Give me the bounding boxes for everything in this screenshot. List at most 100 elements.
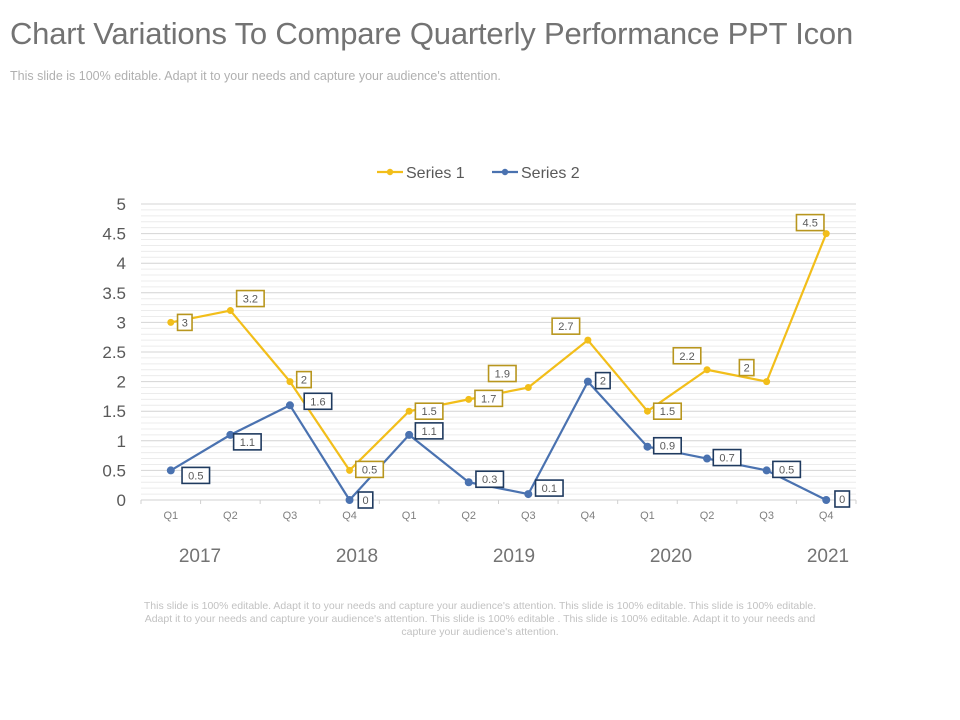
data-label-text: 2 [744,363,750,375]
series-1-point [703,366,711,374]
series-2-point [285,401,294,410]
data-label-text: 1.6 [310,396,325,408]
data-label-text: 1.9 [495,369,510,381]
data-label-text: 0.5 [188,470,203,482]
series-2-data-label: 0.5 [181,466,211,485]
series-2-point [822,496,831,504]
series-1-point [465,395,473,403]
series-1-data-label: 1.5 [414,402,444,421]
data-label-text: 1.5 [660,406,675,418]
data-label-box [487,364,517,383]
data-label-box [414,422,444,440]
series-1-point [346,466,354,474]
series-2-data-label: 1.1 [232,433,262,451]
data-label-box [181,466,211,485]
legend-marker [501,168,509,176]
series-1-data-label: 1.7 [474,389,504,408]
year-label: 2017 [179,546,221,567]
data-label-text: 0.3 [482,474,497,486]
x-tick-label: Q2 [461,510,476,522]
y-tick-label: 0.5 [102,461,126,480]
data-label-box [594,371,611,390]
data-label-box [295,370,313,389]
legend-label: Series 1 [406,165,465,182]
x-tick-label: Q1 [402,510,417,522]
y-axis: 0 0.5 1 1.5 2 2.5 3 3.5 4 4.5 5 [102,195,126,510]
data-label-box [738,358,755,377]
series-1-point [524,384,532,392]
series-2-data-label: 0.1 [534,479,564,497]
series-2-data-label: 0.3 [475,470,505,489]
y-tick-label: 3 [117,313,126,332]
y-tick-label: 5 [117,195,126,214]
series-1-point [584,336,592,344]
series-2-data-label: 1.6 [303,392,333,411]
data-label-text: 0.9 [660,441,675,453]
data-label-box [712,448,742,467]
series-2-point [166,466,175,475]
page-title: Chart Variations To Compare Quarterly Pe… [10,16,853,51]
y-tick-label: 2.5 [102,343,126,362]
y-tick-label: 0 [117,491,126,510]
data-label-text: 1.5 [421,406,436,418]
data-label-box [176,313,193,332]
series-2-point [703,454,712,463]
data-label-box [357,491,374,509]
y-tick-label: 3.5 [102,284,126,303]
data-label-box [475,470,505,489]
x-tick-label: Q3 [521,510,536,522]
legend-marker [386,168,394,176]
series-1-data-label: 3.2 [235,289,265,308]
data-label-text: 1.1 [421,426,436,438]
y-tick-label: 1 [117,432,126,451]
series-1-data-label: 1.5 [652,402,683,421]
series-2-point [583,377,592,386]
data-label-text: 2 [600,376,606,388]
series-1-point [643,407,651,415]
series-2-data-label: 2 [594,371,611,390]
data-label-box [303,392,333,411]
data-label-text: 0.5 [362,464,377,476]
y-tick-label: 4.5 [102,225,126,244]
data-label-box [474,389,504,408]
data-label-box [354,460,385,479]
legend-item-series-2: Series 2 [492,165,580,182]
year-label: 2018 [336,546,378,567]
series-2-point [226,430,235,439]
series-1-data-label: 2.2 [672,346,702,365]
data-label-text: 0.1 [542,483,557,495]
series-2-point [345,496,354,504]
series-2-point [643,442,652,451]
footer-text: This slide is 100% editable. Adapt it to… [143,600,817,638]
series-1-data-label: 2.7 [551,317,581,335]
legend-item-series-1: Series 1 [377,165,465,182]
page-subtitle: This slide is 100% editable. Adapt it to… [10,69,501,83]
data-label-text: 3.2 [243,294,258,306]
x-tick-label: Q2 [700,510,715,522]
data-label-box [235,289,265,308]
series-2-data-label: 0 [834,490,851,508]
data-label-text: 3 [182,317,188,329]
data-label-box [414,402,444,421]
data-label-box [795,213,825,232]
series-1-data-label: 0.5 [354,460,385,479]
series-1-data-label: 1.9 [487,364,517,383]
series-2-point [524,490,533,499]
series-2-data-label: 0 [357,491,374,509]
y-tick-label: 1.5 [102,402,126,421]
y-tick-label: 2 [117,373,126,392]
series-1-data-label: 4.5 [795,213,825,232]
data-label-text: 2.7 [558,321,573,333]
series-1-point [226,307,234,315]
x-tick-label: Q4 [581,510,596,522]
data-label-box [652,402,683,421]
series-1-point [167,318,175,326]
data-label-text: 0.7 [719,453,734,465]
data-label-text: 2.2 [679,351,694,363]
y-tick-label: 4 [117,254,126,273]
x-tick-label: Q4 [342,510,357,522]
data-label-box [772,460,802,479]
series-points [166,230,831,504]
data-label-text: 0.5 [779,464,794,476]
series-2-data-label: 1.1 [414,422,444,440]
